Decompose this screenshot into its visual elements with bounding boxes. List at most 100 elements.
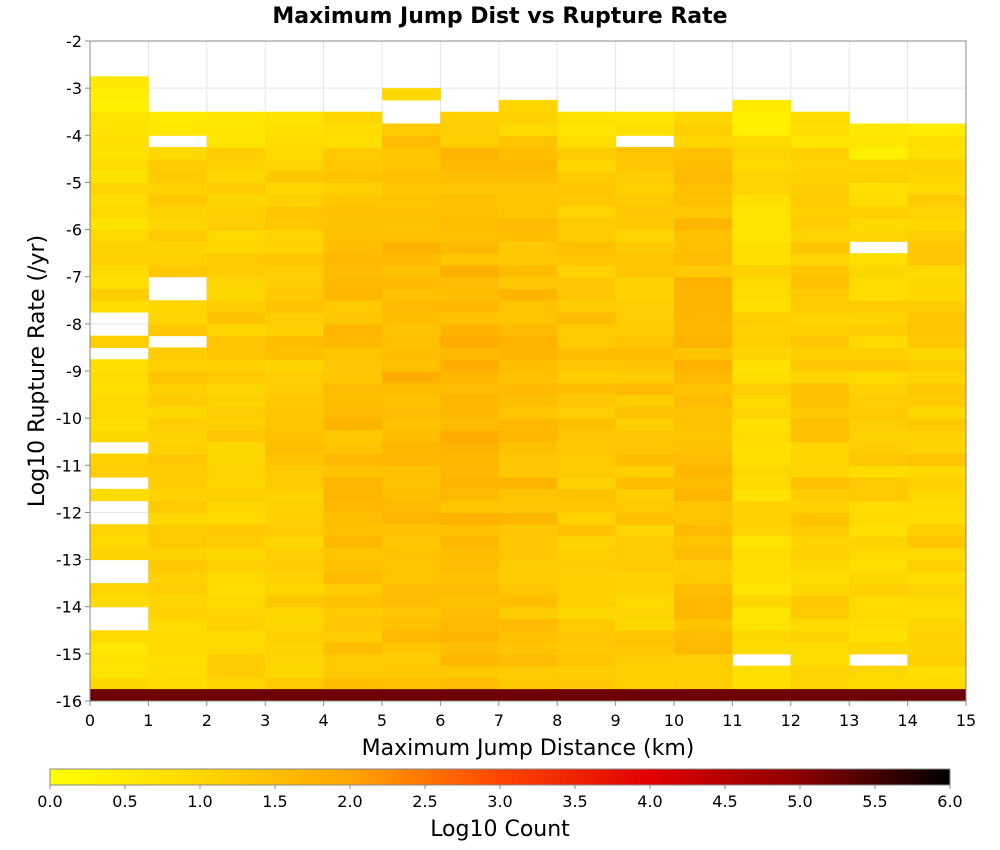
heatmap-cell [498,488,558,502]
heatmap-cell [148,382,208,396]
heatmap-cell [206,606,266,619]
heatmap-cell [732,182,792,195]
heatmap-cell [615,547,675,561]
y-tick-label: -2 [66,32,82,51]
heatmap-cell [790,441,850,454]
heatmap-cell [849,147,909,160]
heatmap-cell [732,583,792,596]
heatmap-cell [557,382,617,396]
heatmap-cell [557,182,617,195]
heatmap-cell [206,123,266,136]
heatmap-cell [732,217,792,231]
heatmap-cell [907,182,967,195]
heatmap-cell [382,394,441,407]
heatmap-cell [90,123,149,136]
heatmap-cell [265,642,325,655]
heatmap-cell [382,135,441,148]
heatmap-cell [732,312,792,325]
heatmap-cell [498,512,558,525]
heatmap-cell [206,382,266,396]
heatmap-cell [323,500,383,513]
heatmap-cell [907,382,967,396]
heatmap-cell [323,441,383,454]
heatmap-cell [148,147,208,160]
heatmap-cell [498,288,558,301]
heatmap-cell [265,359,325,372]
heatmap-cell [849,583,909,596]
heatmap-cell [615,288,675,301]
heatmap-cell [265,429,325,443]
heatmap-cell [498,465,558,478]
heatmap-cell [849,618,909,631]
heatmap-cell [90,488,149,502]
heatmap-cell [615,394,675,407]
heatmap-cell [615,630,675,643]
heatmap-cell [206,406,266,419]
heatmap-cell [732,288,792,301]
heatmap-cell [206,359,266,372]
heatmap-cell [440,335,500,348]
heatmap-cell [323,217,383,231]
heatmap-cell [615,677,675,690]
heatmap-cell [732,606,792,619]
heatmap-cell [674,512,733,525]
heatmap-cell [206,583,266,596]
heatmap-cell [440,241,500,254]
heatmap-cell [557,323,617,337]
heatmap-cell [498,276,558,289]
heatmap-cell [615,217,675,231]
heatmap-cell [732,323,792,337]
heatmap-cell [440,536,500,549]
heatmap-cell [148,618,208,631]
heatmap-cell [849,665,909,678]
heatmap-cell [206,453,266,466]
colorbar-tick-label: 5.0 [787,792,812,811]
heatmap-cell [849,323,909,337]
heatmap-cell [440,559,500,572]
x-axis-title: Maximum Jump Distance (km) [362,736,695,761]
heatmap-cell [90,206,149,219]
heatmap-cell [206,264,266,278]
heatmap-cell [265,606,325,619]
heatmap-cell [674,158,733,172]
heatmap-cell [90,135,149,148]
heatmap-cell [265,182,325,195]
heatmap-cell [498,264,558,278]
heatmap-cell [790,323,850,337]
heatmap-cell [732,594,792,608]
heatmap-cell [498,653,558,667]
x-tick-label: 9 [611,711,621,730]
heatmap-cell [849,206,909,219]
heatmap-cell [615,382,675,396]
heatmap-cell [907,170,967,183]
heatmap-cell [90,665,149,678]
heatmap-cell [790,559,850,572]
heatmap-cell [206,665,266,678]
x-tick-label: 8 [552,711,562,730]
heatmap-cell [557,217,617,231]
heatmap-cell [90,99,149,113]
heatmap-cell [557,665,617,678]
y-tick-label: -11 [56,456,82,475]
heatmap-cell [615,665,675,678]
heatmap-cell [206,111,266,124]
heatmap-cell [323,571,383,584]
y-tick-label: -7 [66,268,82,287]
heatmap-cell [265,111,325,124]
heatmap-cell [557,194,617,207]
heatmap-cell [674,335,733,348]
heatmap-cell [498,594,558,608]
heatmap-cell [498,182,558,195]
heatmap-cell [732,394,792,407]
heatmap-cell [849,429,909,443]
heatmap-cell [732,618,792,631]
heatmap-cell [849,382,909,396]
heatmap-cell [557,371,617,384]
heatmap-cell [790,288,850,301]
heatmap-cell [615,429,675,443]
heatmap-cell [148,512,208,525]
heatmap-cell [849,500,909,513]
colorbar-tick-label: 1.0 [187,792,212,811]
heatmap-cell [323,111,383,124]
